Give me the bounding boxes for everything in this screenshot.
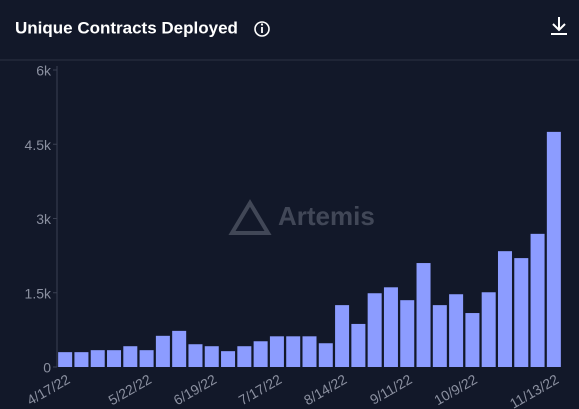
bar: [237, 346, 252, 367]
bar: [449, 294, 464, 367]
y-tick-label: 1.5k: [25, 285, 52, 301]
y-tick-label: 4.5k: [25, 137, 52, 153]
watermark-text: Artemis: [278, 201, 375, 231]
bar: [286, 336, 301, 367]
bar: [465, 313, 480, 367]
bar: [139, 350, 154, 367]
bar: [497, 251, 512, 367]
bar: [481, 292, 496, 367]
y-tick-label: 6k: [36, 63, 52, 79]
bar: [90, 350, 105, 367]
bar: [530, 233, 545, 367]
bar: [107, 350, 122, 367]
bar: [351, 323, 366, 367]
bar: [335, 305, 350, 367]
bar: [546, 131, 561, 367]
bar: [383, 287, 398, 367]
bar: [432, 305, 447, 367]
bar: [123, 346, 138, 367]
y-tick-label: 3k: [36, 211, 52, 227]
bar: [253, 341, 268, 367]
y-tick-label: 0: [43, 360, 51, 376]
bar: [269, 336, 284, 367]
download-icon[interactable]: [551, 17, 567, 35]
bar: [221, 351, 236, 367]
info-icon[interactable]: [254, 21, 270, 37]
bar: [58, 352, 73, 367]
bar: [367, 293, 382, 367]
watermark: Artemis: [228, 199, 375, 235]
bar: [204, 346, 219, 367]
bar: [416, 263, 431, 367]
bar: [172, 330, 187, 367]
bar: [318, 343, 333, 367]
bar: [514, 258, 529, 367]
bar: [400, 300, 415, 367]
bar: [74, 352, 89, 367]
chart-title: Unique Contracts Deployed: [15, 18, 238, 37]
bar: [188, 344, 203, 367]
bar: [302, 336, 317, 367]
bar: [155, 335, 170, 367]
